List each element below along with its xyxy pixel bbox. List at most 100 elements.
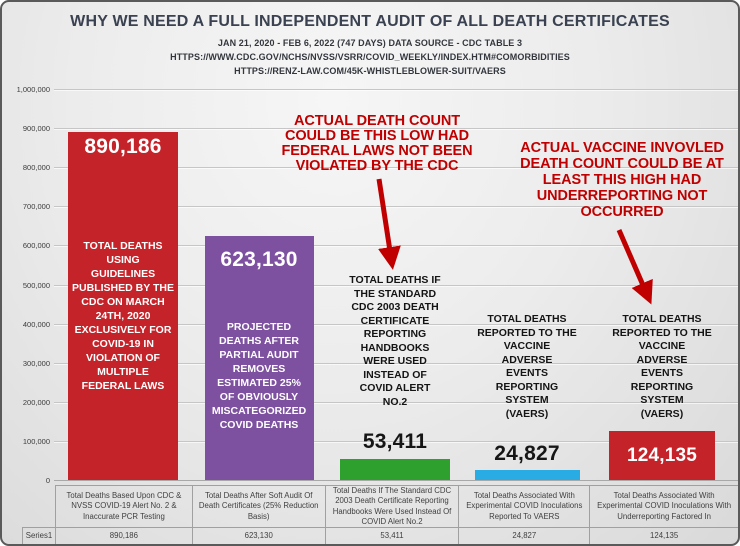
annotation-line: FEDERAL LAWS NOT BEEN (281, 143, 473, 159)
bar-description-line: ADVERSE (636, 353, 688, 366)
bar-description-line: REMOVES (232, 363, 286, 375)
category-label: Total Deaths After Soft Audit Of Death C… (193, 486, 326, 527)
bar-description-line: REPORTING (363, 328, 427, 340)
chart-subtitle-line-1: JAN 21, 2020 - FEB 6, 2022 (747 DAYS) DA… (217, 38, 523, 48)
bar-description-line: VACCINE (503, 340, 551, 352)
gridline (54, 440, 738, 442)
annotation-line: DEATH COUNT COULD BE AT (520, 156, 724, 172)
annotation-line: COULD BE THIS LOW HAD (285, 128, 469, 144)
annotation-line: LEAST THIS HIGH HAD (542, 172, 702, 188)
gridline (54, 206, 738, 208)
gridline (54, 128, 738, 130)
chart-subtitle-line-2: HTTPS://WWW.CDC.GOV/NCHS/NVSS/VSRR/COVID… (170, 52, 570, 62)
series-value-row: Series1 890,186 623,130 53,411 24,827 124,135 (22, 527, 738, 544)
bar-description-line: TOTAL DEATHS (622, 313, 702, 325)
bar-description-line: PARTIAL AUDIT (219, 349, 299, 361)
bar-description-line: EXCLUSIVELY FOR (74, 324, 172, 336)
bar-description-line: EVENTS (640, 367, 683, 379)
bar-1 (68, 131, 178, 480)
bar-description-line: HANDBOOKS (360, 341, 430, 354)
bar-description-line: TOTAL DEATHS (487, 313, 567, 325)
gridline (54, 362, 738, 364)
annotation-line: ACTUAL DEATH COUNT (293, 113, 460, 129)
bar-description-line: COVID ALERT (359, 382, 431, 394)
bar-description-line: MULTIPLE (97, 366, 149, 378)
annotation-arrow-1 (376, 178, 401, 270)
bar-value-label: 124,135 (626, 445, 698, 466)
series-value: 124,135 (650, 531, 679, 541)
series-value: 24,827 (459, 528, 591, 544)
bar-description-line: MISCATEGORIZED (211, 405, 307, 417)
bar-description-line: (VAERS) (640, 407, 684, 420)
y-axis-tick-label: 600,000 (22, 241, 50, 251)
bar-description-line: WERE USED (363, 355, 427, 367)
annotation-arrow-2 (616, 229, 653, 305)
series-value: 53,411 (326, 528, 460, 544)
gridline (54, 167, 738, 169)
bar-description-line: (VAERS) (505, 407, 549, 420)
bar-description-line: OF OBVIOUSLY (219, 391, 299, 403)
bar-description-line: GUIDELINES (90, 268, 156, 280)
gridline (54, 401, 738, 403)
bar-description-line: 24TH, 2020 (95, 310, 151, 322)
bar-description: PROJECTED DEATHS AFTER PARTIAL AUDIT REMOVE… (204, 320, 314, 432)
bar-description-line: COVID-19 IN (92, 338, 154, 350)
category-label: Total Deaths Based Upon CDC & NVSS COVID… (56, 486, 193, 527)
bar-5 (609, 431, 715, 480)
annotation-line: ACTUAL VACCINE INVOVLED (520, 140, 724, 156)
bar-description: TOTAL DEATHS REPORTED TO THE VACCINE ADVERS… (598, 313, 726, 421)
annotation-line: VIOLATED BY THE CDC (295, 158, 459, 174)
gridline (54, 323, 738, 325)
bar-description-line: COVID DEATHS (219, 419, 299, 431)
bar-description-line: CDC 2003 DEATH (351, 301, 439, 313)
series-value: 623,130 (193, 528, 326, 544)
bar-description-line: PROJECTED (226, 321, 292, 333)
bar-4 (474, 470, 580, 480)
annotation-callout-1: ACTUAL DEATH COUNT COULD BE THIS LOW HAD F… (254, 114, 500, 174)
bar-description: TOTAL DEATHS REPORTED TO THE VACCINE ADVERS… (463, 313, 591, 421)
annotation-callout-2: ACTUAL VACCINE INVOVLED DEATH COUNT COULD… (502, 140, 738, 220)
bar-description-line: INSTEAD OF (363, 368, 427, 381)
category-label: Total Deaths Associated With Experimenta… (597, 491, 732, 521)
bar-description-line: CERTIFICATE (360, 314, 430, 327)
bar-description: TOTAL DEATHS IF THE STANDARD CDC 2003 DEAT… (331, 274, 459, 409)
bar-description-line: DEATHS AFTER (219, 335, 299, 347)
category-label: Total Deaths If The Standard CDC 2003 De… (326, 486, 460, 527)
bar-description-line: NO.2 (382, 395, 408, 408)
annotation-line: OCCURRED (580, 204, 664, 220)
bar-description-line: TOTAL DEATHS (83, 240, 163, 252)
y-axis-tick-label: 1,000,000 (16, 85, 50, 94)
bar-description: TOTAL DEATHS USING GUIDELINES PUBLISHED BY … (70, 239, 176, 393)
bar-description-line: REPORTING (630, 380, 694, 393)
bar-2 (204, 236, 314, 480)
bar-description-line: THE STANDARD (353, 287, 437, 300)
bar-description-line: VIOLATION OF (86, 352, 160, 364)
bar-description-line: ESTIMATED 25% (217, 377, 301, 389)
gridline (54, 89, 738, 90)
bar-description-line: FEDERAL LAWS (81, 380, 165, 392)
bar-description-line: USING (106, 254, 140, 266)
y-axis-tick-label: 400,000 (22, 319, 50, 329)
bar-description-line: REPORTED TO THE (612, 326, 712, 339)
bar-description-line: ADVERSE (501, 353, 553, 366)
y-axis-tick-label: 200,000 (22, 397, 50, 407)
bar-description-line: EVENTS (505, 367, 548, 379)
gridline (54, 284, 738, 286)
y-axis-tick-label: 0 (45, 476, 50, 485)
y-axis-tick-label: 300,000 (22, 358, 50, 368)
bar-description-line: VACCINE (638, 340, 686, 352)
chart-subtitle-line-3: HTTPS://RENZ-LAW.COM/45K-WHISTLEBLOWER-S… (234, 66, 506, 76)
gridline (54, 480, 738, 481)
category-header-row: Total Deaths Based Upon CDC & NVSS COVID… (55, 485, 738, 527)
y-axis-tick-label: 500,000 (22, 280, 50, 290)
category-label: Total Deaths Associated With Experimenta… (459, 486, 591, 527)
bar-description-line: SYSTEM (640, 394, 684, 406)
bar-value-label: 623,130 (220, 248, 298, 271)
y-axis-tick-label: 800,000 (22, 163, 50, 173)
bar-description-line: REPORTED TO THE (477, 326, 577, 339)
bar-description-line: PUBLISHED BY THE (72, 282, 174, 294)
bar-description-line: REPORTING (495, 380, 559, 393)
chart-title: WHY WE NEED A FULL INDEPENDENT AUDIT OF … (70, 13, 670, 30)
y-axis-tick-label: 700,000 (22, 202, 50, 212)
